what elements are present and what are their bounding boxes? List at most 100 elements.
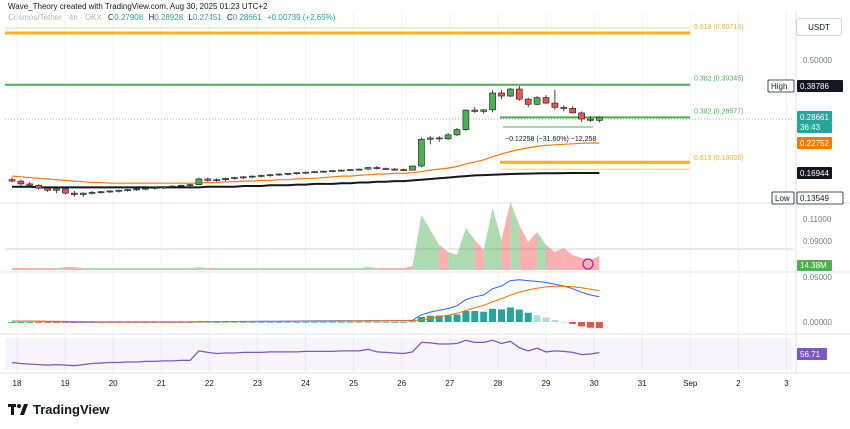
candle-body bbox=[204, 178, 212, 181]
volume-area-segment bbox=[519, 225, 529, 270]
volume-area-segment bbox=[207, 268, 217, 270]
fib-level-label: 0.618 (0.60713) bbox=[694, 24, 743, 31]
volume-area-segment bbox=[546, 245, 555, 270]
volume-area-segment bbox=[127, 268, 137, 270]
volume-area-segment bbox=[359, 267, 368, 270]
candle-body bbox=[507, 88, 514, 97]
grid-layer bbox=[0, 12, 850, 374]
candle-body bbox=[97, 191, 105, 193]
candle-body bbox=[471, 109, 479, 112]
x-axis-tick-label: Sep bbox=[683, 379, 698, 388]
volume-area-segment bbox=[47, 268, 57, 270]
ema-price-label: 0.22752 bbox=[800, 139, 829, 148]
x-axis-tick-label: 30 bbox=[590, 379, 599, 388]
candle-body bbox=[88, 192, 96, 194]
volume-area-segment bbox=[56, 267, 66, 270]
volume-area-segment bbox=[29, 268, 39, 270]
candle-body bbox=[106, 190, 114, 193]
volume-area-segment bbox=[403, 266, 413, 270]
candle-body bbox=[373, 167, 381, 169]
candle-body bbox=[364, 167, 372, 170]
macd-histogram-bar bbox=[578, 322, 586, 327]
moving-average-layer bbox=[11, 142, 600, 189]
candle-body bbox=[409, 165, 416, 171]
macd-histogram-bar bbox=[462, 311, 470, 322]
macd-histogram-bar bbox=[515, 309, 523, 322]
volume-area-segment bbox=[118, 268, 128, 270]
low-label-box bbox=[771, 191, 795, 205]
volume-area-segment bbox=[145, 268, 155, 270]
candle-body bbox=[311, 171, 318, 173]
macd-histogram-bar bbox=[239, 321, 247, 323]
macd-histogram-bar bbox=[195, 321, 203, 323]
volume-area-segment bbox=[368, 267, 377, 270]
candle-body bbox=[587, 118, 594, 121]
candle-body bbox=[168, 185, 176, 188]
candle-body bbox=[231, 177, 238, 179]
x-axis-tick-label: 3 bbox=[784, 379, 789, 388]
candle-body bbox=[329, 170, 336, 172]
volume-area-segment bbox=[465, 228, 475, 270]
volume-area-segment bbox=[38, 268, 48, 270]
macd-histogram-bar bbox=[382, 321, 390, 323]
candle-body bbox=[578, 112, 585, 120]
volume-area-segment bbox=[350, 268, 360, 270]
macd-histogram-bar bbox=[542, 317, 550, 322]
high-price-label-box bbox=[797, 80, 843, 92]
rsi-layer bbox=[5, 338, 793, 370]
candle-body bbox=[346, 169, 354, 171]
high-value: 0.28928 bbox=[154, 13, 184, 22]
x-axis-tick-label: 24 bbox=[301, 379, 310, 388]
volume-area-segment bbox=[252, 268, 262, 270]
x-axis-tick-label: 2 bbox=[736, 379, 741, 388]
macd-histogram-bar bbox=[328, 321, 336, 323]
x-axis-tick-label: 21 bbox=[157, 379, 166, 388]
volume-area-segment bbox=[136, 268, 146, 270]
x-axis-tick-label: 23 bbox=[253, 379, 262, 388]
candle-body bbox=[177, 185, 185, 187]
candle-body bbox=[302, 171, 310, 174]
candle-body bbox=[542, 97, 550, 104]
macd-histogram-bar bbox=[44, 322, 52, 323]
candle-body bbox=[195, 178, 203, 185]
candle-body bbox=[257, 175, 265, 177]
low-label: L bbox=[188, 13, 193, 22]
currency-button[interactable]: USDT bbox=[796, 18, 842, 36]
rsi-line bbox=[11, 339, 600, 367]
macd-histogram-bar bbox=[8, 322, 16, 323]
axis-layer: 18 19 20 21 22 23 24 25 26 27 28 29 30 31 Sep 2 30.50000… bbox=[13, 56, 833, 388]
tradingview-logo[interactable]: TradingView bbox=[8, 402, 109, 417]
volume-area-segment bbox=[12, 268, 21, 270]
last-price-label-box bbox=[797, 111, 832, 123]
volume-area-segment bbox=[20, 268, 30, 270]
volume-area-segment bbox=[172, 268, 182, 270]
candle-body bbox=[462, 109, 470, 130]
symbol-text[interactable]: Cosmos/Tether · 4h · OKX bbox=[8, 13, 102, 22]
candle-body bbox=[160, 186, 167, 189]
candle-body bbox=[284, 173, 292, 175]
volume-area-segment bbox=[305, 268, 315, 270]
candle-body bbox=[560, 107, 568, 109]
candle-body bbox=[533, 97, 541, 105]
volume-area-segment bbox=[385, 268, 395, 270]
volume-area-segment bbox=[163, 268, 173, 270]
candle-body bbox=[480, 109, 488, 112]
price-axis-tick-label: 0.05000 bbox=[803, 273, 832, 282]
candle-body bbox=[524, 98, 532, 105]
candle-body bbox=[453, 129, 461, 136]
volume-area-segment bbox=[216, 268, 226, 270]
volume-area-segment bbox=[101, 268, 110, 270]
candle-body bbox=[186, 184, 194, 186]
candles-layer bbox=[8, 85, 603, 197]
fib-level-label: 0.382 (0.28577) bbox=[694, 108, 743, 115]
volume-area-segment bbox=[65, 267, 75, 270]
macd-layer bbox=[8, 279, 603, 329]
volume-area-segment bbox=[421, 215, 431, 270]
candle-body bbox=[320, 170, 327, 173]
macd-histogram-bar bbox=[275, 321, 283, 323]
candle-body bbox=[596, 116, 603, 121]
volume-area-segment bbox=[554, 248, 564, 270]
tradingview-logo-text: TradingView bbox=[33, 402, 110, 417]
macd-histogram-bar bbox=[435, 315, 443, 322]
